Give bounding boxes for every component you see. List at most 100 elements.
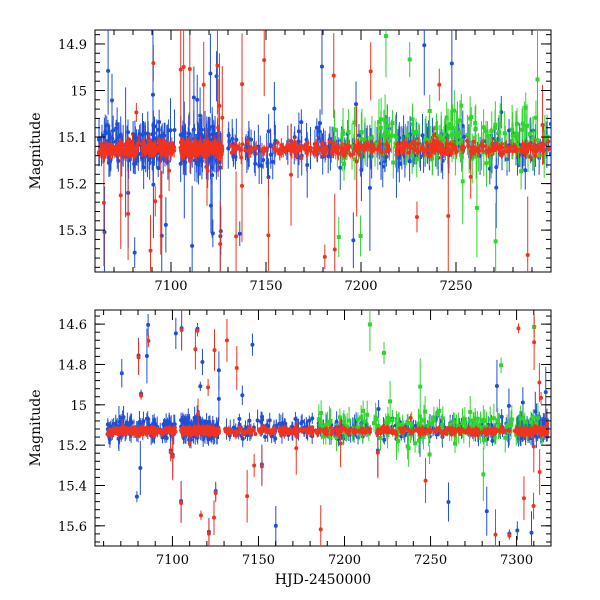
data-point: [130, 139, 135, 144]
data-point: [208, 71, 213, 76]
data-point: [200, 359, 205, 364]
data-point: [280, 146, 285, 151]
data-point: [251, 146, 256, 151]
data-point: [218, 144, 223, 149]
data-point: [386, 420, 391, 425]
data-point: [160, 146, 165, 151]
data-point: [163, 148, 168, 153]
data-point: [353, 144, 358, 149]
data-point: [341, 151, 346, 156]
data-point: [523, 105, 528, 110]
data-point: [125, 130, 130, 135]
data-point: [407, 57, 412, 62]
data-point: [245, 139, 250, 144]
data-point: [150, 92, 155, 97]
data-point: [514, 132, 519, 137]
data-point: [243, 148, 248, 153]
data-point: [499, 153, 504, 158]
data-point: [267, 418, 272, 423]
data-point: [480, 144, 485, 149]
data-point: [216, 368, 221, 373]
data-point: [341, 419, 346, 424]
data-point: [170, 146, 175, 151]
data-point: [132, 250, 137, 255]
data-point: [359, 130, 364, 135]
data-point: [117, 134, 122, 139]
data-point: [178, 67, 183, 72]
data-point: [537, 380, 542, 385]
x-tick-label: 7200: [344, 279, 377, 294]
data-point: [181, 129, 186, 134]
data-point: [377, 147, 382, 152]
data-point: [181, 141, 186, 146]
data-point: [405, 421, 410, 426]
data-point: [197, 147, 202, 152]
data-point: [410, 117, 415, 122]
data-point: [323, 423, 328, 428]
data-point: [382, 351, 387, 356]
data-point: [319, 64, 324, 69]
data-point: [114, 126, 119, 131]
top-panel: 7100 7150 7200 7250 14.9 15 15.1 15.2 15.3 Magni…: [28, 29, 552, 294]
data-point: [299, 156, 304, 161]
data-point: [493, 122, 498, 127]
data-point: [535, 77, 540, 82]
data-point: [500, 145, 505, 150]
data-point: [190, 243, 195, 248]
data-point: [530, 136, 535, 141]
data-point: [342, 423, 347, 428]
data-point: [423, 138, 428, 143]
data-point: [488, 417, 493, 422]
data-point: [102, 154, 107, 159]
data-point: [240, 82, 245, 87]
data-point: [405, 150, 410, 155]
data-point: [431, 418, 436, 423]
data-point: [388, 399, 393, 404]
data-point: [493, 532, 498, 537]
data-point: [240, 393, 245, 398]
data-point: [471, 424, 476, 429]
data-point: [540, 122, 545, 127]
data-point: [359, 426, 364, 431]
data-point: [428, 143, 433, 148]
data-point: [133, 133, 138, 138]
x-tick-label: 7150: [249, 279, 282, 294]
data-point: [205, 168, 210, 173]
data-point: [227, 139, 232, 144]
data-point: [401, 141, 406, 146]
data-point: [484, 128, 489, 133]
data-point: [331, 73, 336, 78]
data-point: [289, 172, 294, 177]
data-point: [509, 138, 514, 143]
data-point: [213, 142, 218, 147]
data-point: [494, 384, 499, 389]
data-point: [145, 144, 150, 149]
data-point: [335, 145, 340, 150]
data-point: [526, 153, 531, 158]
data-point: [394, 135, 399, 140]
data-point: [385, 128, 390, 133]
data-point: [541, 421, 546, 426]
data-point: [308, 148, 313, 153]
data-point: [414, 214, 419, 219]
data-point: [510, 133, 515, 138]
data-point: [318, 420, 323, 425]
data-point: [237, 231, 242, 236]
data-point: [110, 98, 115, 103]
data-point: [437, 134, 442, 139]
data-point: [533, 421, 538, 426]
data-point: [109, 142, 114, 147]
data-point: [106, 68, 111, 73]
data-point: [449, 148, 454, 153]
data-point: [423, 409, 428, 414]
data-point: [103, 144, 108, 149]
data-point: [529, 419, 534, 424]
data-point: [524, 123, 529, 128]
data-point: [191, 95, 196, 100]
data-point: [121, 415, 126, 420]
data-point: [215, 63, 220, 68]
series-red: [105, 310, 550, 546]
data-point: [502, 131, 507, 136]
data-point: [147, 148, 152, 153]
data-point: [499, 363, 504, 368]
